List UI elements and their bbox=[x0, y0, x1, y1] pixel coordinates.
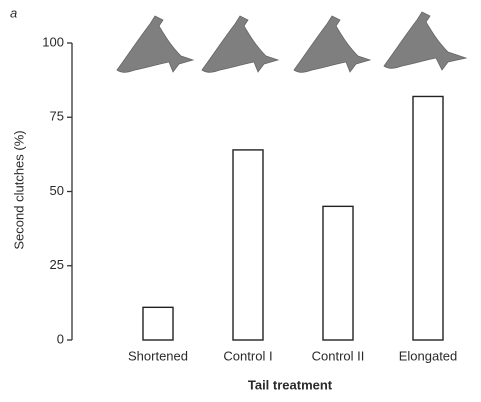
x-tick-label: Control I bbox=[223, 348, 272, 363]
bird-icon bbox=[384, 12, 466, 70]
y-tick-label: 0 bbox=[57, 331, 64, 346]
bar bbox=[143, 307, 173, 340]
x-tick-label: Elongated bbox=[399, 348, 458, 363]
bird-illustrations bbox=[117, 12, 466, 72]
y-axis-label: Second clutches (%) bbox=[11, 130, 26, 249]
bar bbox=[323, 206, 353, 340]
y-tick-label: 100 bbox=[42, 34, 64, 49]
y-tick-label: 50 bbox=[50, 183, 64, 198]
bar bbox=[233, 150, 263, 340]
y-tick-label: 25 bbox=[50, 257, 64, 272]
x-tick-label: Shortened bbox=[128, 348, 188, 363]
bird-icon bbox=[202, 16, 278, 72]
bird-icon bbox=[117, 16, 193, 72]
x-tick-label: Control II bbox=[312, 348, 365, 363]
x-axis-label: Tail treatment bbox=[248, 377, 333, 392]
y-tick-label: 75 bbox=[50, 109, 64, 124]
bird-icon bbox=[294, 16, 370, 72]
bar bbox=[413, 96, 443, 340]
panel-label: a bbox=[10, 5, 17, 20]
chart: a Second clutches (%) Tail treatment 0 25… bbox=[0, 0, 481, 402]
